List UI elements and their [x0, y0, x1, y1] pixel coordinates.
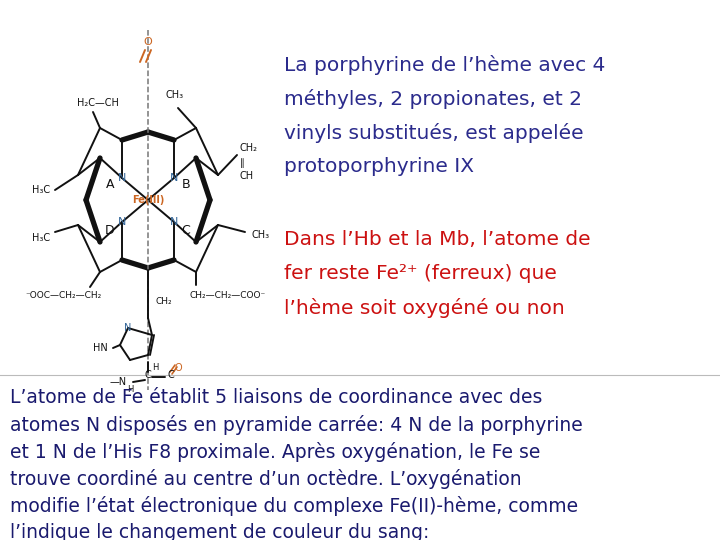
Text: modifie l’état électronique du complexe Fe(II)-hème, comme: modifie l’état électronique du complexe …	[10, 496, 578, 516]
Text: ⁻OOC—CH₂—CH₂: ⁻OOC—CH₂—CH₂	[25, 291, 102, 300]
Text: O: O	[174, 363, 182, 373]
Text: atomes N disposés en pyramide carrée: 4 N de la porphyrine: atomes N disposés en pyramide carrée: 4 …	[10, 415, 582, 435]
Text: O: O	[143, 37, 153, 47]
Text: A: A	[106, 179, 114, 192]
Text: N: N	[170, 173, 178, 183]
Text: Dans l’Hb et la Mb, l’atome de: Dans l’Hb et la Mb, l’atome de	[284, 230, 591, 249]
Text: H: H	[152, 363, 158, 373]
Text: CH: CH	[240, 171, 254, 181]
Text: L’atome de Fe établit 5 liaisons de coordinance avec des: L’atome de Fe établit 5 liaisons de coor…	[10, 388, 542, 407]
Text: N: N	[118, 217, 126, 227]
Text: vinyls substitués, est appelée: vinyls substitués, est appelée	[284, 123, 584, 143]
Text: CH₂: CH₂	[240, 143, 258, 153]
Text: ∥: ∥	[240, 158, 245, 168]
Text: H: H	[127, 386, 133, 395]
Text: C: C	[181, 224, 190, 237]
Text: Fe(III): Fe(III)	[132, 195, 164, 205]
Text: H₃C: H₃C	[32, 185, 50, 195]
Text: D: D	[105, 224, 114, 237]
Text: N: N	[118, 173, 126, 183]
Text: l’hème soit oxygéné ou non: l’hème soit oxygéné ou non	[284, 298, 565, 318]
Text: C: C	[168, 370, 175, 380]
Text: B: B	[181, 179, 190, 192]
Text: N: N	[170, 217, 178, 227]
Text: N: N	[125, 323, 132, 333]
Text: La porphyrine de l’hème avec 4: La porphyrine de l’hème avec 4	[284, 55, 606, 75]
Text: trouve coordiné au centre d’un octèdre. L’oxygénation: trouve coordiné au centre d’un octèdre. …	[10, 469, 521, 489]
Text: méthyles, 2 propionates, et 2: méthyles, 2 propionates, et 2	[284, 89, 582, 109]
Text: C: C	[145, 370, 151, 380]
Text: H₂C—CH: H₂C—CH	[77, 98, 119, 108]
Text: protoporphyrine IX: protoporphyrine IX	[284, 157, 474, 176]
Text: et 1 N de l’His F8 proximale. Après oxygénation, le Fe se: et 1 N de l’His F8 proximale. Après oxyg…	[10, 442, 541, 462]
Text: H₃C: H₃C	[32, 233, 50, 243]
Text: CH₂: CH₂	[155, 298, 171, 307]
Text: HN: HN	[94, 343, 108, 353]
Text: CH₃: CH₃	[166, 90, 184, 100]
Text: fer reste Fe²⁺ (ferreux) que: fer reste Fe²⁺ (ferreux) que	[284, 264, 557, 283]
Text: CH₃: CH₃	[252, 230, 270, 240]
Text: l’indique le changement de couleur du sang:: l’indique le changement de couleur du sa…	[10, 523, 429, 540]
Text: —N: —N	[110, 377, 127, 387]
Text: CH₂—CH₂—COO⁻: CH₂—CH₂—COO⁻	[190, 291, 266, 300]
